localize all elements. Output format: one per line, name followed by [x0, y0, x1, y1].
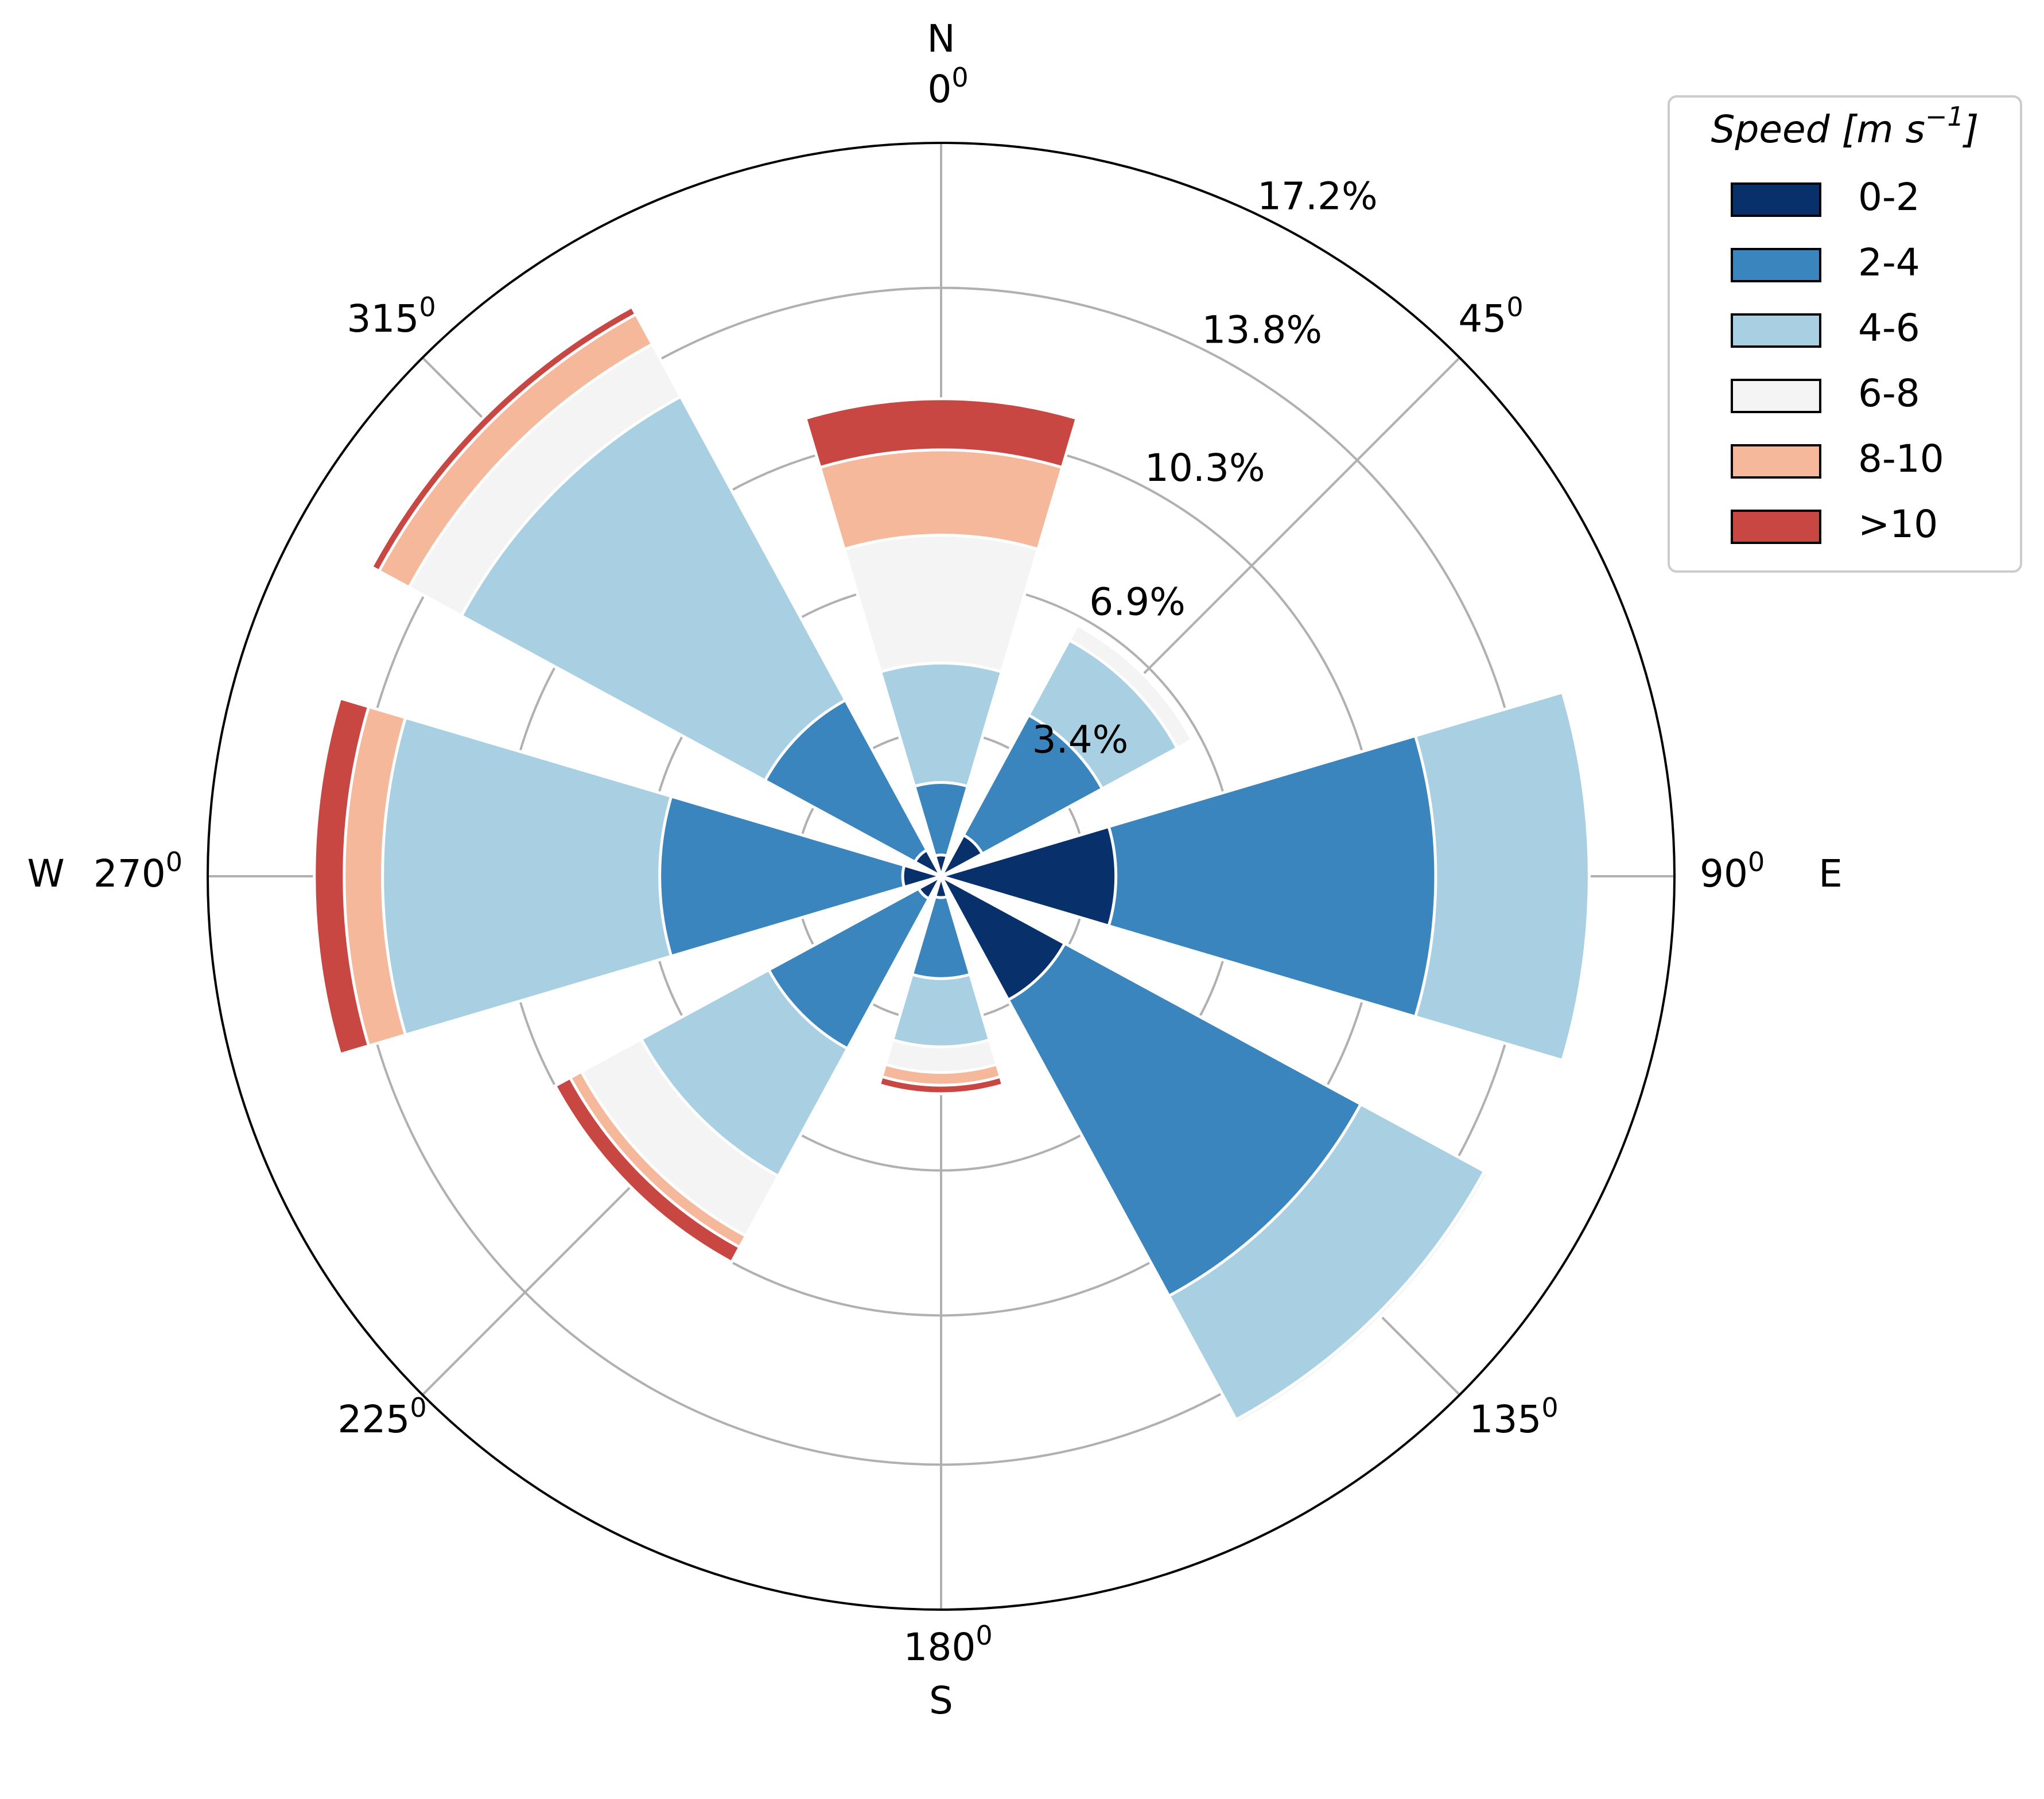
- bar-4-6-0: [879, 661, 1004, 881]
- angle-tick-label: 2250: [337, 1392, 426, 1442]
- radial-tick-label: 6.9%: [1089, 580, 1186, 624]
- angle-tick-label: 900: [1700, 846, 1765, 896]
- legend-entry-label: 0-2: [1858, 175, 1920, 219]
- polar-frame: [207, 142, 1676, 1611]
- legend-swatch: [1731, 379, 1821, 413]
- bar-2-4-45: [937, 713, 1105, 880]
- radial-tick-label: 10.3%: [1145, 446, 1265, 490]
- bar-0-2-45: [937, 833, 985, 880]
- bar-2-4-0: [912, 781, 970, 881]
- outer-frame: [207, 142, 1676, 1611]
- bar-0-2-180: [933, 871, 949, 899]
- radial-tick-label: 13.8%: [1202, 308, 1322, 352]
- bar-2-4-180: [910, 871, 972, 980]
- radial-tick-label: 17.2%: [1257, 174, 1378, 218]
- bar-2-4-315: [763, 698, 945, 880]
- compass-label-E: E: [1818, 852, 1843, 896]
- angle-tick-label: 1350: [1469, 1392, 1558, 1442]
- legend-swatch: [1731, 248, 1821, 282]
- legend-swatch: [1731, 510, 1821, 544]
- legend-entry-label: 6-8: [1858, 371, 1920, 415]
- legend-entry-label: 4-6: [1858, 306, 1920, 350]
- legend-swatch: [1731, 313, 1821, 348]
- angle-tick-label: 1800: [903, 1620, 992, 1670]
- axis-labels: 00N 450 900 E 1350 1800 S 2250 2700 W 3150 3.4% 6.9%…: [27, 17, 1842, 1723]
- bar-2-4-90: [936, 734, 1437, 1019]
- bar-2-4-270: [658, 794, 946, 958]
- compass-label-S: S: [929, 1678, 953, 1723]
- radial-tick-label: 3.4%: [1032, 718, 1129, 762]
- bar-0-2-225: [916, 872, 945, 901]
- wind-bars: [313, 305, 1591, 1425]
- bar-2-4-225: [767, 872, 945, 1051]
- legend-entry-label: 8-10: [1858, 437, 1944, 481]
- compass-label-W: W: [27, 852, 64, 896]
- angle-tick-label: 2700: [94, 846, 182, 896]
- legend-entry-label: 2-4: [1858, 240, 1920, 285]
- angle-tick-label: 450: [1458, 292, 1523, 341]
- bar-0-2-315: [912, 848, 945, 880]
- angle-tick-label: 3150: [347, 292, 436, 341]
- compass-label-N: N: [927, 17, 955, 61]
- bar-2-4-135: [937, 872, 1363, 1298]
- bar-0-2-270: [901, 863, 946, 889]
- legend: Speed [m s−1] 0-2 2-4 4-6 6-8 8-10 >10: [1668, 95, 2022, 573]
- legend-entry-label: >10: [1858, 502, 1938, 546]
- legend-swatch: [1731, 444, 1821, 479]
- bar-0-2-90: [936, 825, 1118, 928]
- legend-swatch: [1731, 182, 1821, 217]
- legend-box: [1668, 95, 2022, 573]
- angle-tick-label: 00: [927, 62, 968, 112]
- bar-0-2-0: [933, 853, 949, 881]
- legend-title: Speed [m s−1]: [1711, 101, 1979, 152]
- bar-0-2-135: [937, 872, 1067, 1002]
